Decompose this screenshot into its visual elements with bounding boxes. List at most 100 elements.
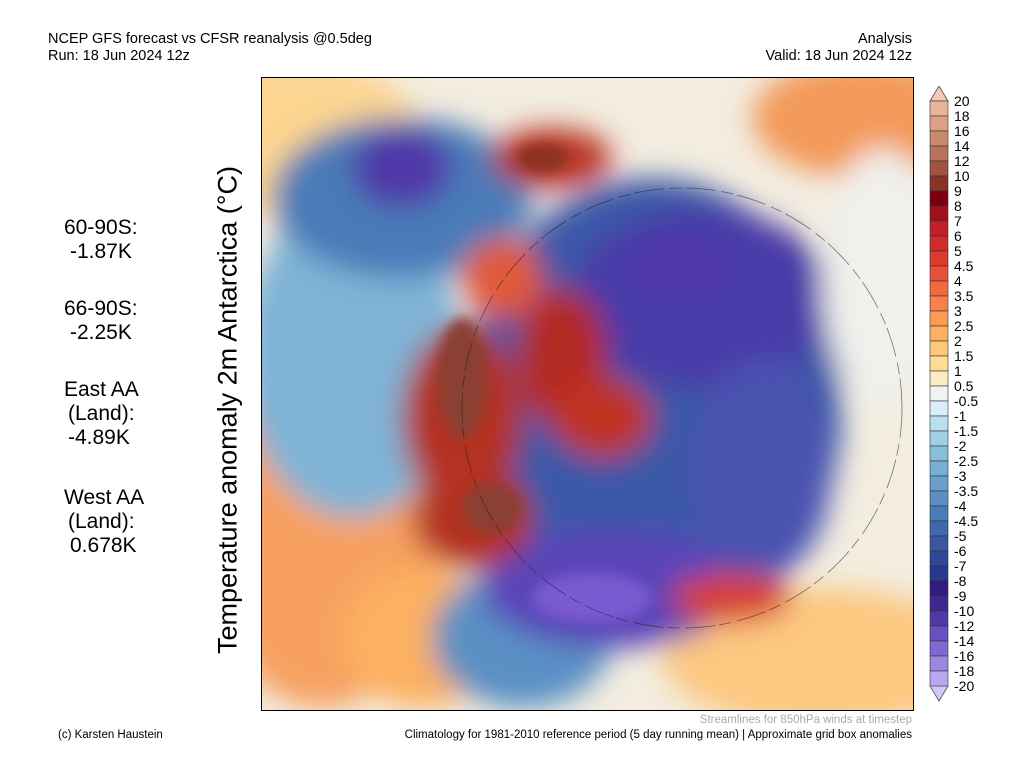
stat-label: (Land): (68, 402, 135, 425)
colorbar-swatch (929, 595, 949, 612)
colorbar-swatch (929, 475, 949, 492)
colorbar-tick-label: 9 (954, 183, 962, 199)
colorbar-tick-label: -8 (954, 573, 967, 589)
colorbar-tick-label: 7 (954, 213, 962, 229)
colorbar-swatch (929, 610, 949, 627)
chart-title: NCEP GFS forecast vs CFSR reanalysis @0.… (48, 31, 372, 47)
colorbar-swatch (929, 670, 949, 687)
colorbar-tick-label: -3 (954, 468, 967, 484)
colorbar-tick-label: 2.5 (954, 318, 974, 334)
colorbar-tick-label: -2 (954, 438, 967, 454)
colorbar-swatch (929, 205, 949, 222)
colorbar-swatch (929, 340, 949, 357)
colorbar-tick-label: -9 (954, 588, 967, 604)
run-time: Run: 18 Jun 2024 12z (48, 48, 190, 64)
colorbar-swatch (929, 280, 949, 297)
colorbar-tick-label: 12 (954, 153, 970, 169)
colorbar-swatch (929, 385, 949, 402)
colorbar-swatch (929, 220, 949, 237)
colorbar-swatch (929, 625, 949, 642)
colorbar-swatch (929, 640, 949, 657)
stat-label: 60-90S: (64, 216, 138, 239)
colorbar-swatch (929, 580, 949, 597)
colorbar-tick-label: 16 (954, 123, 970, 139)
colorbar-tick-label: 10 (954, 168, 970, 184)
colorbar-tick-label: 5 (954, 243, 962, 259)
colorbar-swatch (929, 550, 949, 567)
anomaly-field (262, 78, 913, 710)
colorbar-tick-label: -4 (954, 498, 967, 514)
stat-label: 66-90S: (64, 297, 138, 320)
colorbar-tick-label: 3 (954, 303, 962, 319)
colorbar-swatch (929, 565, 949, 582)
colorbar-tick-label: 8 (954, 198, 962, 214)
stat-value: -1.87K (70, 240, 132, 263)
colorbar-tick-label: -6 (954, 543, 967, 559)
colorbar-swatch (929, 190, 949, 207)
colorbar-swatch (929, 430, 949, 447)
streamlines-note: Streamlines for 850hPa winds at timestep (699, 714, 912, 726)
colorbar-swatch (929, 490, 949, 507)
climatology-note: Climatology for 1981-2010 reference peri… (404, 729, 912, 741)
colorbar-swatch (929, 655, 949, 672)
colorbar-tick-label: 2 (954, 333, 962, 349)
stat-60-90s: 60-90S: -1.87K (64, 216, 138, 264)
colorbar-tick-label: -1 (954, 408, 967, 424)
colorbar-swatch (929, 235, 949, 252)
stat-label: West AA (64, 486, 145, 509)
credit: (c) Karsten Haustein (58, 729, 163, 741)
colorbar-max-arrow (929, 85, 949, 102)
colorbar-swatch (929, 265, 949, 282)
colorbar-tick-label: 1 (954, 363, 962, 379)
anomaly-map (261, 77, 914, 711)
stat-value: 0.678K (70, 534, 137, 557)
stat-west-aa: West AA (Land): 0.678K (64, 486, 144, 558)
colorbar-tick-label: -14 (954, 633, 975, 649)
colorbar-tick-label: 4 (954, 273, 962, 289)
valid-time: Valid: 18 Jun 2024 12z (765, 48, 912, 64)
colorbar-svg (929, 85, 949, 702)
colorbar-tick-label: -20 (954, 678, 975, 694)
stat-east-aa: East AA (Land): -4.89K (64, 378, 139, 450)
stat-66-90s: 66-90S: -2.25K (64, 297, 138, 345)
colorbar-min-arrow (929, 685, 949, 702)
colorbar-tick-label: 3.5 (954, 288, 974, 304)
stat-label: East AA (64, 378, 139, 401)
colorbar-tick-label: -12 (954, 618, 975, 634)
colorbar-swatch (929, 445, 949, 462)
colorbar-tick-label: 18 (954, 108, 970, 124)
colorbar-swatch (929, 370, 949, 387)
colorbar-swatch (929, 130, 949, 147)
colorbar-tick-label: 4.5 (954, 258, 974, 274)
colorbar-tick-label: 1.5 (954, 348, 974, 364)
colorbar-swatch (929, 100, 949, 117)
colorbar-swatch (929, 415, 949, 432)
colorbar (928, 85, 968, 706)
colorbar-tick-label: 14 (954, 138, 970, 154)
colorbar-swatch (929, 400, 949, 417)
colorbar-tick-label: 6 (954, 228, 962, 244)
y-axis-label: Temperature anomaly 2m Antarctica (°C) (212, 166, 243, 654)
colorbar-tick-label: -16 (954, 648, 975, 664)
colorbar-swatch (929, 250, 949, 267)
stat-value: -2.25K (70, 321, 132, 344)
colorbar-swatch (929, 115, 949, 132)
colorbar-swatch (929, 505, 949, 522)
colorbar-swatch (929, 310, 949, 327)
colorbar-tick-label: -18 (954, 663, 975, 679)
colorbar-tick-label: -1.5 (954, 423, 979, 439)
colorbar-tick-label: -0.5 (954, 393, 979, 409)
stat-label: (Land): (68, 510, 135, 533)
colorbar-tick-label: -7 (954, 558, 967, 574)
colorbar-swatch (929, 145, 949, 162)
colorbar-swatch (929, 355, 949, 372)
colorbar-tick-label: -3.5 (954, 483, 979, 499)
colorbar-tick-label: 0.5 (954, 378, 974, 394)
colorbar-swatch (929, 325, 949, 342)
colorbar-swatch (929, 175, 949, 192)
colorbar-tick-label: -2.5 (954, 453, 979, 469)
colorbar-swatch (929, 460, 949, 477)
colorbar-tick-label: -10 (954, 603, 975, 619)
mode-label: Analysis (858, 31, 912, 47)
colorbar-swatch (929, 535, 949, 552)
